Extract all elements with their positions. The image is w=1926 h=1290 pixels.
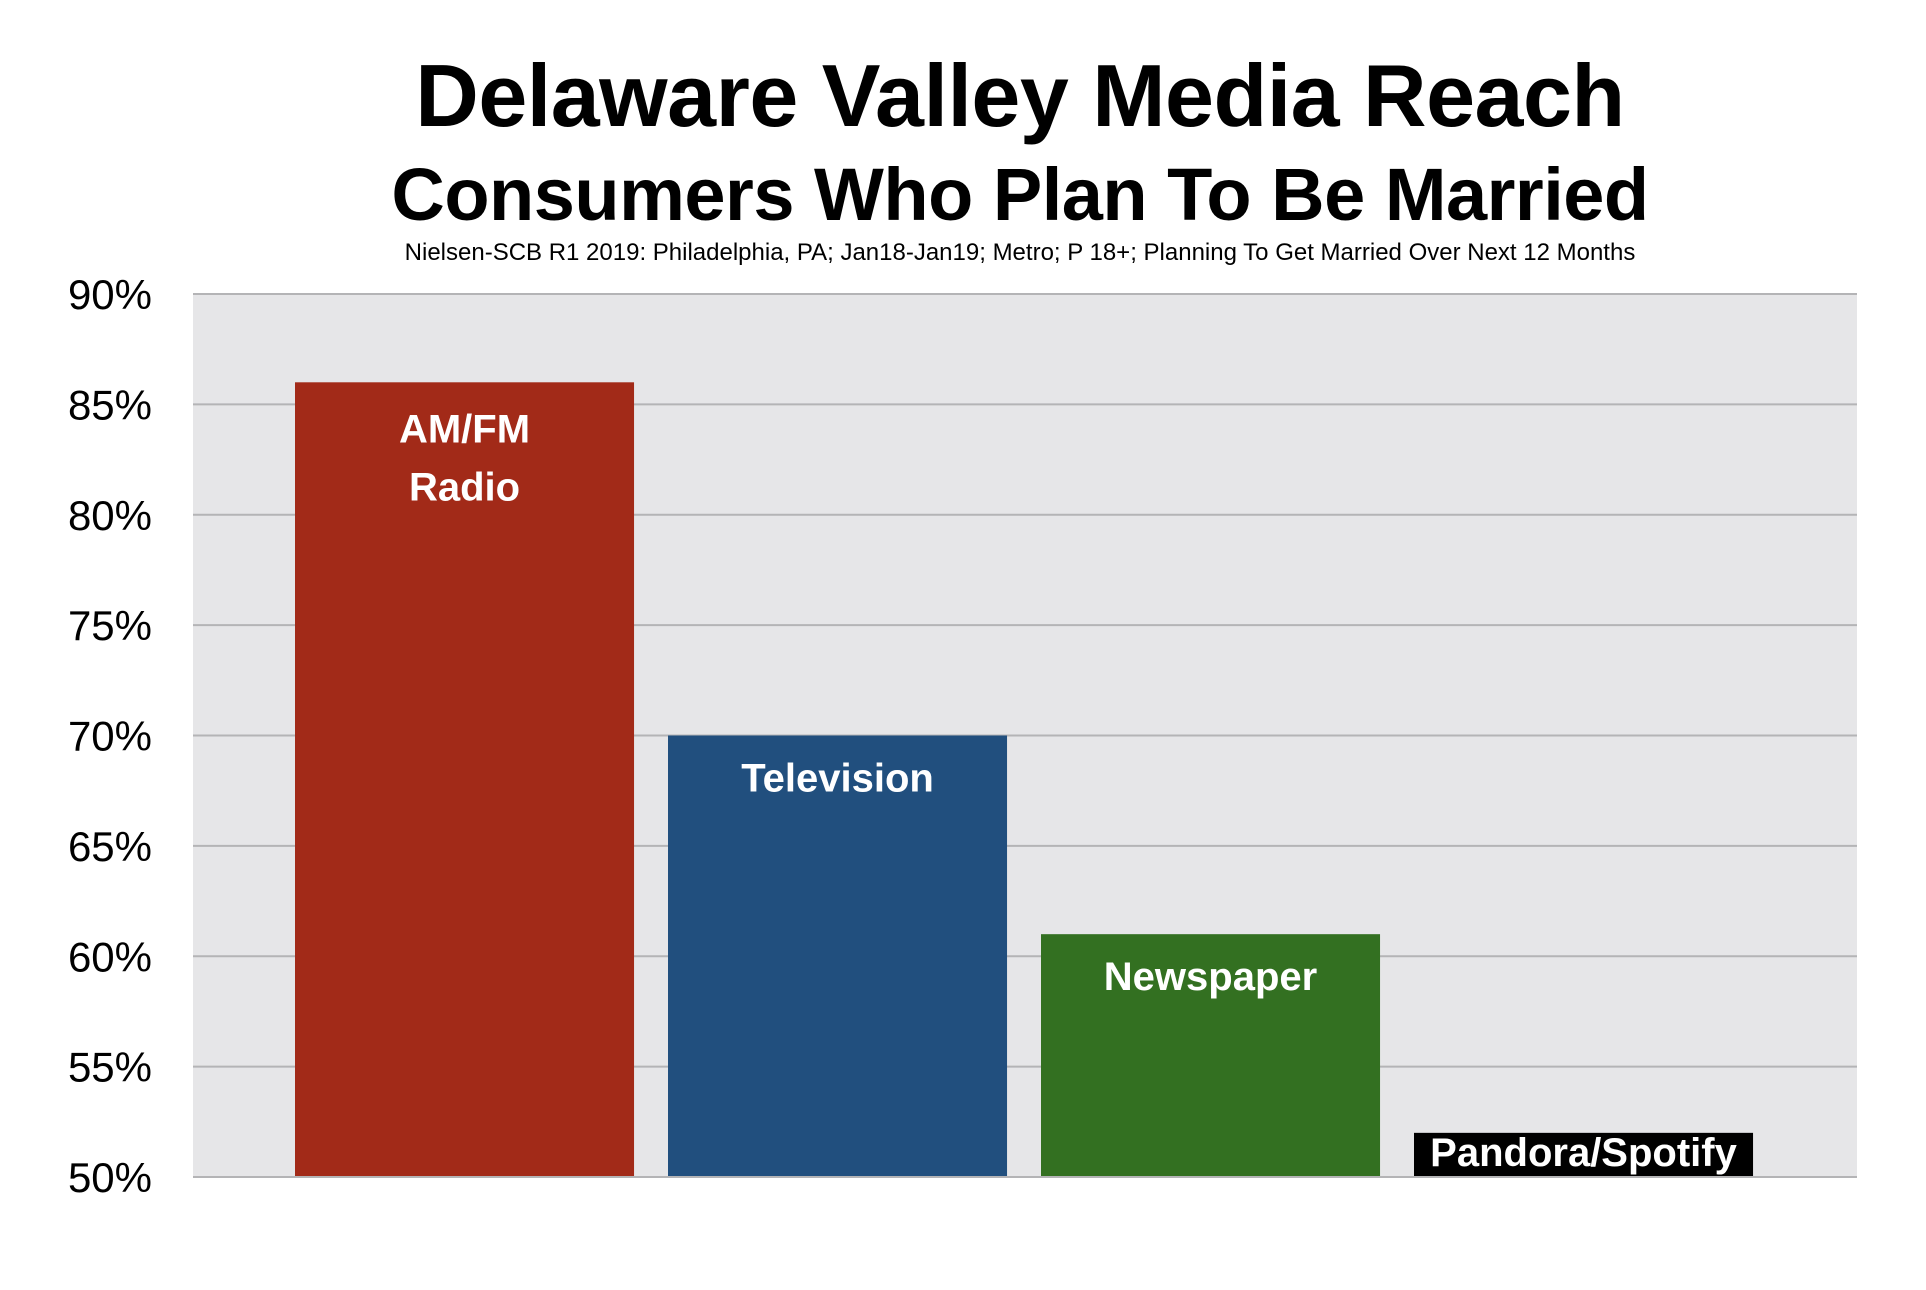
y-axis-ticks: 50% 55% 60% 65% 70% 75% 80% 85% 90% xyxy=(68,271,152,1201)
bar-television xyxy=(668,735,1008,1177)
chart-title: Delaware Valley Media Reach xyxy=(415,46,1625,145)
bar-am-fm-radio xyxy=(295,382,635,1177)
bar-label: AM/FM xyxy=(399,407,530,451)
bar-labels: AM/FM Radio Television Newspaper Pandora/Spo… xyxy=(399,407,1738,1175)
y-tick-label: 50% xyxy=(68,1154,152,1201)
y-tick-label: 75% xyxy=(68,602,152,649)
bar-label: Newspaper xyxy=(1104,955,1317,999)
chart-subtitle: Consumers Who Plan To Be Married xyxy=(391,153,1649,236)
y-tick-label: 90% xyxy=(68,271,152,318)
y-tick-label: 60% xyxy=(68,933,152,980)
y-tick-label: 55% xyxy=(68,1044,152,1091)
bar-label: Pandora/Spotify xyxy=(1430,1131,1737,1175)
bar-label: Radio xyxy=(409,465,520,509)
bar-label: Television xyxy=(741,757,934,801)
y-tick-label: 65% xyxy=(68,823,152,870)
y-tick-label: 80% xyxy=(68,492,152,539)
bar-pandora-spotify xyxy=(1414,1132,1754,1177)
bar-newspaper xyxy=(1041,934,1381,1177)
chart-source-note: Nielsen-SCB R1 2019: Philadelphia, PA; J… xyxy=(404,239,1636,266)
y-tick-label: 85% xyxy=(68,381,152,428)
bars xyxy=(295,382,1754,1177)
y-tick-label: 70% xyxy=(68,713,152,760)
